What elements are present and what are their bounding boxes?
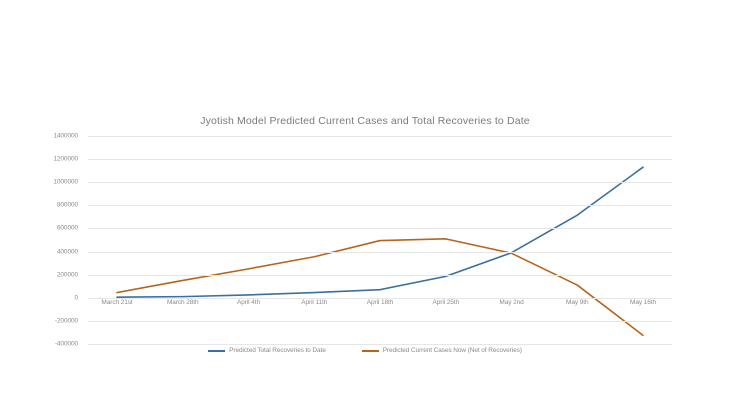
y-axis-tick-label: 600000 <box>56 224 78 232</box>
y-axis-tick-label: 1000000 <box>53 178 78 186</box>
gridline <box>88 205 672 207</box>
legend-color-swatch <box>361 349 379 352</box>
x-axis-tick-label: May 2nd <box>499 299 524 306</box>
y-axis-tick-label: 0 <box>74 294 78 302</box>
legend-color-swatch <box>208 349 226 352</box>
x-axis-tick-label: May 16th <box>630 299 656 306</box>
gridline <box>88 274 672 276</box>
legend-label: Predicted Current Cases Now (Net of Reco… <box>382 347 522 354</box>
series-line <box>116 166 644 298</box>
x-axis: March 21st March 28th April 4th April 11th A… <box>88 299 672 313</box>
y-axis-tick-label: 800000 <box>56 201 78 209</box>
plot-area <box>88 136 672 345</box>
x-axis-tick-label: April 25th <box>432 299 460 306</box>
chart-legend: Predicted Total Recoveries to Date Predic… <box>0 347 730 354</box>
x-axis-tick-label: May 9th <box>566 299 589 306</box>
y-axis-tick-label: 200000 <box>56 271 78 279</box>
y-axis-tick-label: 400000 <box>56 248 78 256</box>
x-axis-tick-label: April 11th <box>301 299 328 306</box>
y-axis-tick-label: -400000 <box>54 340 78 348</box>
y-axis-tick-label: -200000 <box>54 317 78 325</box>
gridline <box>88 320 672 322</box>
gridline <box>88 228 672 230</box>
gridline <box>88 136 672 137</box>
gridline <box>88 297 672 299</box>
legend-label: Predicted Total Recoveries to Date <box>229 347 326 354</box>
x-axis-tick-label: March 28th <box>166 299 199 306</box>
chart-title: Jyotish Model Predicted Current Cases an… <box>200 115 530 127</box>
y-axis: 1400000 1200000 1000000 800000 600000 400000 2… <box>0 132 84 348</box>
gridline <box>88 344 672 345</box>
x-axis-tick-label: April 18th <box>366 299 394 306</box>
legend-item[interactable]: Predicted Total Recoveries to Date <box>208 347 326 354</box>
x-axis-tick-label: March 21st <box>101 299 133 306</box>
series-line <box>116 238 644 337</box>
series-lines <box>116 166 644 337</box>
gridline <box>88 251 672 253</box>
y-axis-tick-label: 1200000 <box>53 155 78 163</box>
gridline <box>88 182 672 184</box>
y-axis-tick-label: 1400000 <box>53 132 78 140</box>
x-axis-tick-label: April 4th <box>237 299 260 306</box>
legend-item[interactable]: Predicted Current Cases Now (Net of Reco… <box>361 347 522 354</box>
gridline <box>88 159 672 161</box>
